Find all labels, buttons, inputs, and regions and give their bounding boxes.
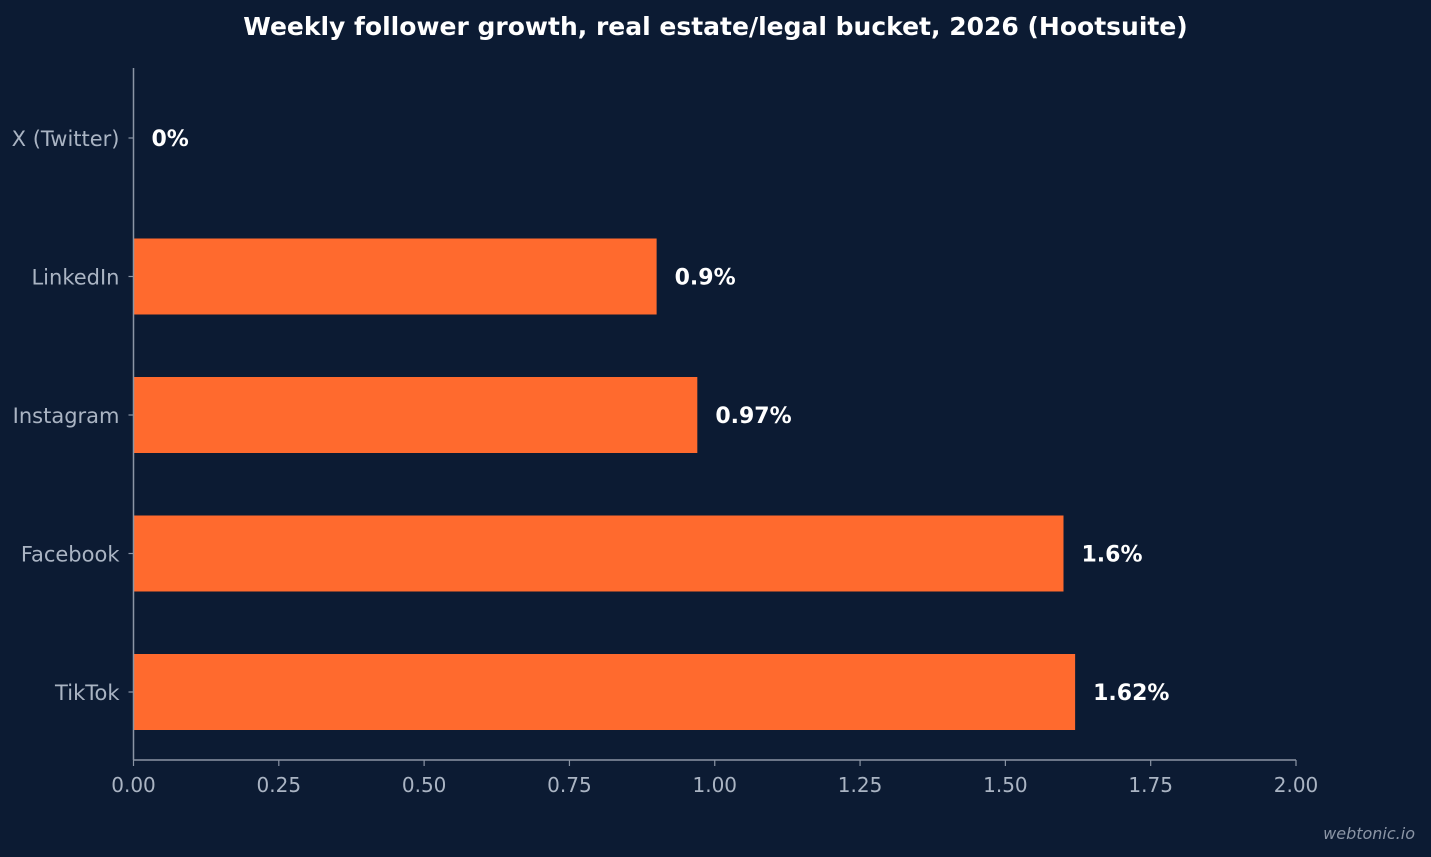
value-label: 1.62% — [1093, 681, 1169, 706]
x-tick-label: 1.00 — [692, 773, 737, 797]
bar — [133, 377, 698, 453]
value-label: 0.97% — [715, 404, 791, 429]
x-tick-label: 0.50 — [402, 773, 447, 797]
category-label: TikTok — [54, 681, 120, 705]
chart-title: Weekly follower growth, real estate/lega… — [243, 12, 1188, 41]
category-label: Facebook — [21, 543, 121, 567]
x-tick-label: 2.00 — [1274, 773, 1319, 797]
value-label: 0% — [152, 127, 189, 152]
bar — [133, 238, 657, 315]
x-tick-label: 0.00 — [111, 773, 156, 797]
x-tick-label: 0.75 — [547, 773, 592, 797]
category-label: LinkedIn — [31, 266, 119, 290]
bar — [133, 654, 1076, 730]
value-label: 0.9% — [675, 266, 736, 291]
bar — [133, 515, 1064, 592]
x-tick-label: 1.25 — [838, 773, 883, 797]
x-tick-label: 1.50 — [983, 773, 1028, 797]
value-label: 1.6% — [1082, 543, 1143, 568]
watermark: webtonic.io — [1323, 824, 1415, 843]
category-label: Instagram — [13, 404, 120, 428]
x-tick-label: 1.75 — [1128, 773, 1173, 797]
category-label: X (Twitter) — [12, 127, 120, 151]
x-tick-label: 0.25 — [257, 773, 302, 797]
